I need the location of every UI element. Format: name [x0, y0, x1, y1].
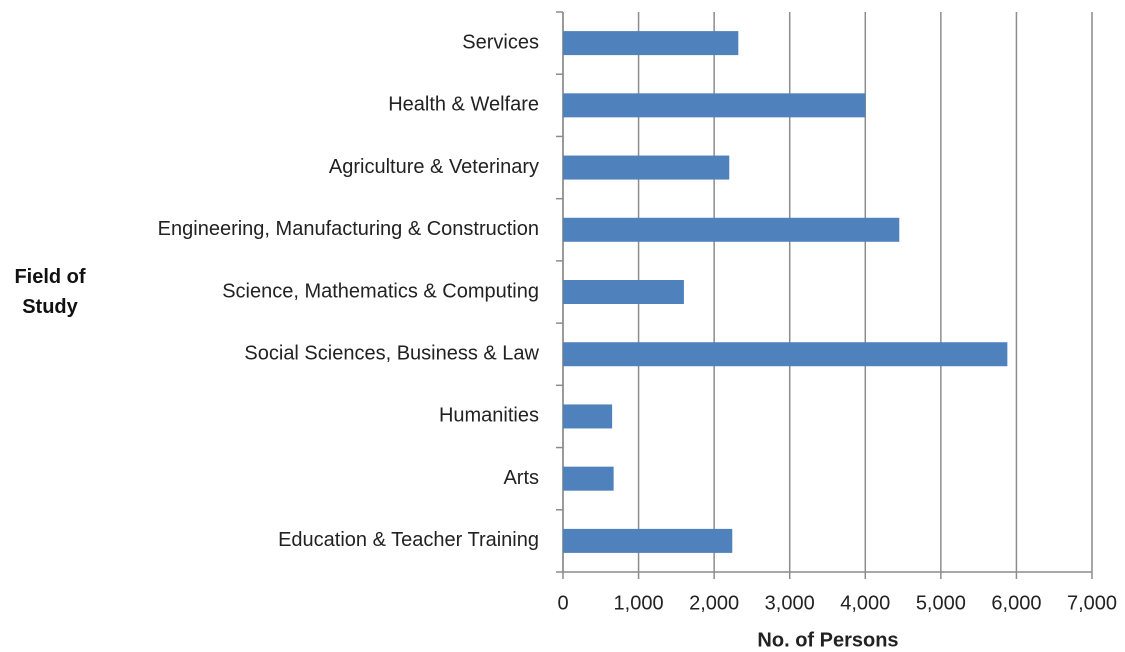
bar	[563, 404, 613, 429]
bar	[563, 217, 900, 242]
x-tick-label: 4,000	[840, 592, 890, 614]
bar	[563, 528, 733, 553]
y-tick-label: Science, Mathematics & Computing	[222, 280, 539, 302]
bar	[563, 280, 684, 304]
x-axis-title: No. of Persons	[757, 629, 898, 651]
bar	[563, 155, 730, 180]
x-tick-label: 2,000	[689, 592, 739, 614]
x-tick-label: 3,000	[765, 592, 815, 614]
y-tick-label: Health & Welfare	[388, 94, 539, 116]
x-tick-label: 7,000	[1067, 592, 1117, 614]
y-tick-label: Social Sciences, Business & Law	[244, 343, 539, 365]
x-tick-label: 5,000	[916, 592, 966, 614]
bar	[563, 31, 739, 56]
y-tick-label: Engineering, Manufacturing & Constructio…	[158, 218, 539, 240]
y-tick-label: Services	[462, 31, 539, 53]
y-axis-title: Field of Study	[14, 266, 86, 318]
bar	[563, 342, 1008, 367]
bar	[563, 466, 614, 491]
x-tick-label: 0	[557, 592, 568, 614]
y-tick-label: Arts	[503, 467, 539, 489]
y-tick-label: Agriculture & Veterinary	[329, 156, 539, 178]
y-tick-label: Education & Teacher Training	[278, 529, 539, 551]
bar	[563, 93, 866, 118]
y-tick-label: Humanities	[439, 405, 539, 427]
x-tick-label: 1,000	[614, 592, 664, 614]
x-tick-label: 6,000	[991, 592, 1041, 614]
